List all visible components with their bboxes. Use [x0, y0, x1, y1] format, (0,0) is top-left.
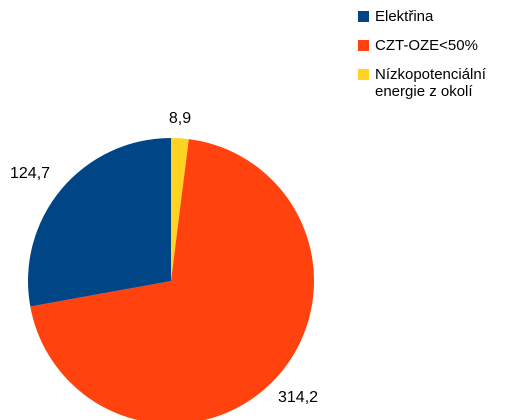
pie-slice-czt-oze [30, 139, 315, 420]
pie-slices [28, 138, 315, 420]
data-label-czt-oze: 314,2 [278, 389, 318, 406]
legend-label-nizkopotencialni: Nízkopotenciální energie z okolí [375, 66, 486, 100]
pie-slice-elektrina [28, 138, 172, 307]
legend-swatch-nizkopotencialni [358, 69, 369, 80]
legend-item-nizkopotencialni: Nízkopotenciální energie z okolí [358, 66, 486, 100]
legend-swatch-elektrina [358, 11, 369, 22]
legend-label-czt-oze: CZT-OZE<50% [375, 37, 478, 54]
legend-item-elektrina: Elektřina [358, 8, 486, 25]
data-label-elektrina: 124,7 [10, 165, 50, 182]
data-label-nizkopotencialni: 8,9 [169, 110, 191, 127]
legend: Elektřina CZT-OZE<50% Nízkopotenciální e… [358, 8, 486, 112]
pie-slice-nizkopotencialni [171, 138, 189, 281]
data-labels: 124,7 314,2 8,9 [10, 110, 318, 406]
legend-item-czt-oze: CZT-OZE<50% [358, 37, 486, 54]
legend-swatch-czt-oze [358, 40, 369, 51]
legend-label-elektrina: Elektřina [375, 8, 434, 25]
